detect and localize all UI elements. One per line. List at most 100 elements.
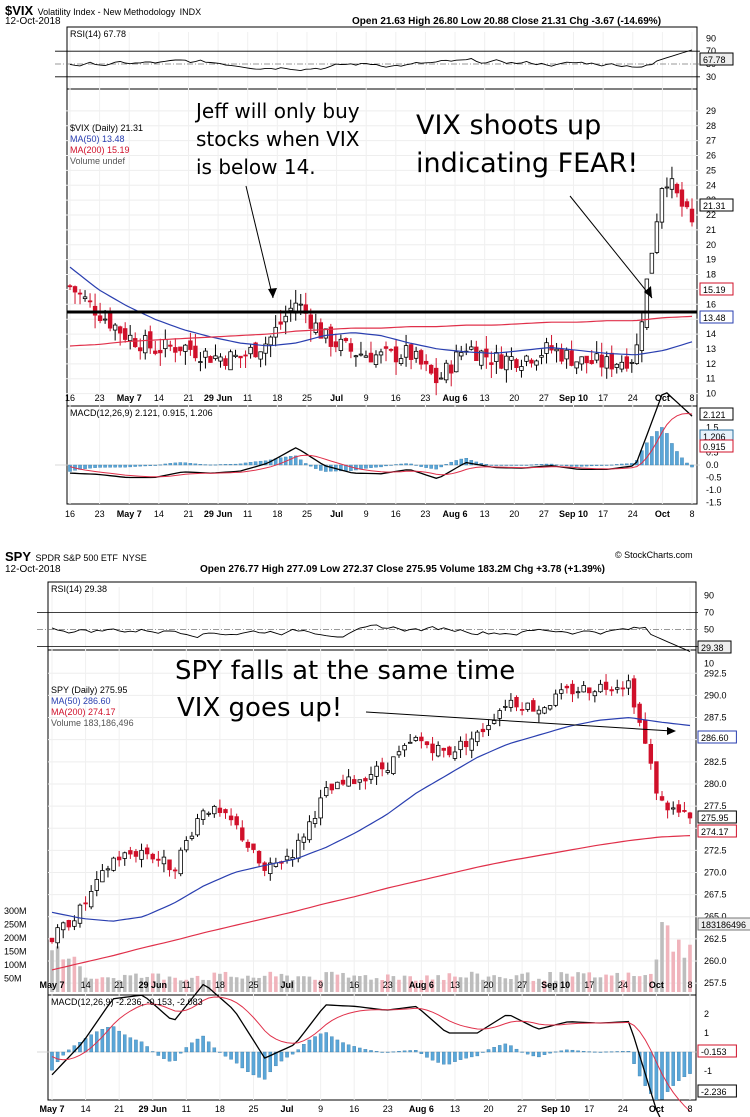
spy-rsi-tag-box [697, 640, 732, 654]
spy-candle-body [94, 879, 99, 891]
vix-candle-body [398, 358, 404, 364]
spy-macd-hist [447, 1051, 452, 1065]
spy-candle-body [128, 850, 133, 855]
vix-macd-hist [293, 455, 298, 466]
spy-volume-bar [486, 976, 491, 992]
spy-volume-bar [78, 966, 82, 992]
spy-volume-bar [643, 975, 648, 992]
spy-macd-hist [553, 1051, 558, 1053]
spy-volume-bar [330, 971, 334, 992]
vix-macd-hist [349, 464, 353, 471]
vix-macd-hist [509, 464, 514, 466]
vix-xtick-bottom: 29 Jun [204, 509, 233, 519]
spy-rsi-tag: 29.38 [701, 643, 724, 653]
vix-macd-hist [429, 464, 433, 469]
spy-macd-hist [290, 1051, 295, 1055]
vix-rsi-path [69, 49, 693, 72]
spy-candle-body [402, 745, 407, 751]
vix-price-tick: 10 [706, 389, 716, 399]
spy-xtick-bottom: 25 [248, 1104, 258, 1114]
vix-price-tick: 12 [706, 359, 716, 369]
vix-xtick-bottom: 24 [628, 509, 638, 519]
vix-macd-tag2: 1.206 [703, 432, 726, 442]
spy-macd-hist [386, 1051, 390, 1053]
spy-candle-body [631, 678, 637, 708]
vix-candle-body [679, 189, 685, 207]
spy-candle-body [368, 774, 374, 780]
spy-volume-bar [190, 977, 194, 992]
vix-macd-hist [524, 464, 529, 466]
vix-macd-hist [685, 462, 689, 466]
spy-volume-bar [117, 980, 121, 992]
vix-candle-body [413, 350, 419, 359]
vix-macd-hist [148, 464, 153, 466]
vix-candle-body [393, 346, 399, 363]
vix-macd-hist [409, 463, 413, 466]
spy-macd-hist [184, 1047, 189, 1053]
spy-xtick: 20 [484, 980, 494, 990]
spy-candle-body [525, 702, 530, 710]
vix-candle-body [469, 346, 474, 350]
spy-candle-body [340, 779, 346, 785]
spy-candle-body [301, 836, 307, 843]
vix-candle-body [684, 201, 690, 208]
spy-volume-bar [111, 978, 116, 992]
spy-candle-body [452, 751, 458, 759]
spy-candle-body [620, 687, 626, 690]
spy-date: 12-Oct-2018 [5, 564, 61, 575]
spy-volume-bar [464, 977, 468, 992]
spy-ma50-tag: 286.60 [701, 733, 729, 743]
spy-macd-hist [302, 1044, 306, 1053]
spy-macd-hist [665, 1051, 670, 1092]
vix-macd-hist [374, 464, 378, 468]
spy-macd-hist [565, 1049, 569, 1053]
spy-macd-hist [134, 1039, 138, 1053]
vix-price-tag: 21.31 [703, 201, 726, 211]
spy-volume-bar [565, 973, 569, 992]
spy-candle-body [105, 868, 111, 871]
spy-xtick-bottom: Jul [281, 1104, 294, 1114]
spy-volume-bar [290, 980, 295, 992]
vix-xtick-bottom: 20 [509, 509, 519, 519]
spy-candle-body [116, 856, 122, 861]
spy-macd-hist [307, 1039, 312, 1053]
vix-candle-body [574, 361, 579, 369]
vix-candle-body [474, 346, 479, 362]
vix-rsi-tick: 30 [706, 72, 716, 82]
spy-volume-bar [167, 976, 172, 992]
vix-legend-ma50: MA(50) 13.48 [70, 134, 125, 144]
spy-symbol: SPY [5, 549, 32, 564]
spy-macd-tag2-box [697, 1084, 737, 1098]
vix-candle-body [589, 360, 594, 364]
vix-macd-hist [128, 464, 132, 468]
vix-candle-body [654, 221, 660, 253]
spy-volume-bar [240, 978, 245, 992]
vix-macd-hist [680, 457, 684, 466]
spy-volume-bar [537, 978, 541, 992]
spy-rsi-line [37, 612, 698, 653]
vix-candle-body [168, 344, 173, 347]
vix-note1-arrowhead [268, 288, 277, 298]
spy-volume-bar [201, 979, 205, 992]
vix-macd-hist [223, 464, 228, 466]
spy-volume-bar [279, 973, 284, 992]
spy-macd-hist [229, 1051, 233, 1060]
spy-volume-bar [475, 973, 480, 992]
vix-legend-volume: Volume undef [70, 156, 126, 166]
spy-macd-hist [195, 1038, 200, 1053]
spy-volume-bar [682, 957, 687, 992]
vix-xtick: May 7 [117, 393, 142, 403]
vix-macd-hist [319, 464, 323, 471]
vix-macd-line [69, 392, 693, 479]
vix-candle-body [158, 349, 163, 354]
spy-macd-hist [391, 1051, 396, 1053]
spy-macd-hist [486, 1049, 491, 1053]
spy-volume-bar [380, 980, 384, 992]
spy-macd-hist [570, 1049, 575, 1053]
vix-candle-body [378, 351, 384, 356]
vix-candle-body [454, 351, 459, 373]
spy-volume-bar [156, 973, 161, 992]
vix-candle-body [112, 324, 118, 331]
spy-xtick-bottom: 17 [584, 1104, 594, 1114]
vix-candle-body [268, 336, 273, 346]
